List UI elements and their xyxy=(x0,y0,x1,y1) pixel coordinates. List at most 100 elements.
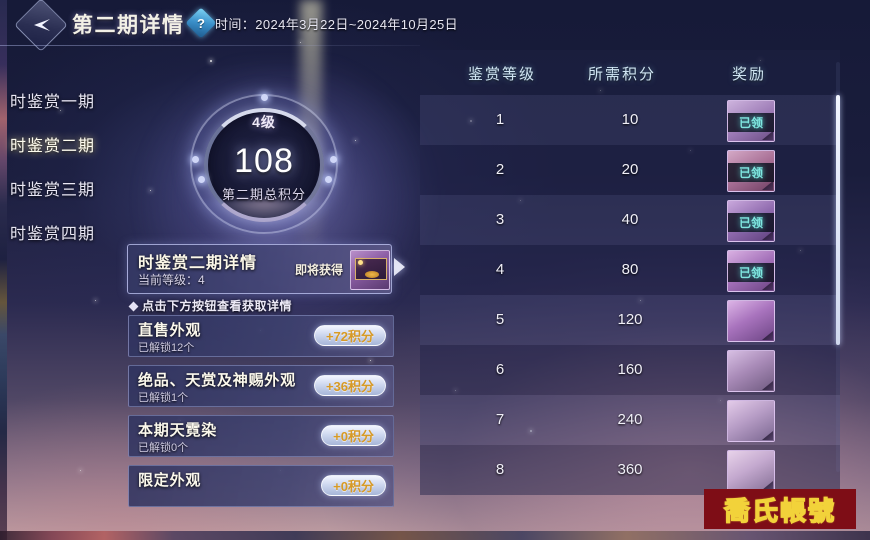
reward-item-icon[interactable]: 已领 xyxy=(727,200,775,242)
reward-item-icon[interactable] xyxy=(727,350,775,392)
table-cell-level: 5 xyxy=(480,311,520,328)
table-header-reward: 奖励 xyxy=(732,63,766,84)
help-label: ? xyxy=(190,12,212,34)
reward-art xyxy=(728,401,774,441)
unlock-row[interactable]: 绝品、天赏及神赐外观 已解锁1个 +36积分 xyxy=(128,365,394,407)
sidebar-item-4[interactable]: 时鉴赏四期 xyxy=(0,210,130,254)
diamond-bullet-icon xyxy=(129,302,139,312)
table-row[interactable]: 7 240 xyxy=(420,395,840,445)
table-cell-level: 1 xyxy=(480,111,520,128)
unlock-row[interactable]: 限定外观 +0积分 xyxy=(128,465,394,507)
reward-art xyxy=(728,451,774,491)
reward-art xyxy=(728,301,774,341)
unlock-row[interactable]: 直售外观 已解锁12个 +72积分 xyxy=(128,315,394,357)
unlock-row-count: 已解锁12个 xyxy=(138,339,194,355)
table-header-level: 鉴赏等级 xyxy=(468,63,536,84)
unlock-row-badge: +0积分 xyxy=(321,475,386,496)
unlock-row-title: 限定外观 xyxy=(138,469,201,490)
sidebar-item-3[interactable]: 时鉴赏三期 xyxy=(0,166,130,210)
reward-item-icon[interactable] xyxy=(727,450,775,492)
table-cell-level: 3 xyxy=(480,211,520,228)
unlock-row-title: 本期天霓染 xyxy=(138,419,217,440)
table-cell-points: 120 xyxy=(600,311,660,328)
table-cell-points: 20 xyxy=(600,161,660,178)
unlock-list: 直售外观 已解锁12个 +72积分绝品、天赏及神赐外观 已解锁1个 +36积分本期天霓染… xyxy=(128,315,394,515)
table-cell-points: 10 xyxy=(600,111,660,128)
star xyxy=(95,300,96,301)
unlock-row-badge: +36积分 xyxy=(314,375,386,396)
reward-table: 鉴赏等级 所需积分 奖励 1 10 已领 2 20 已领 3 40 已领 4 80 已领 5 120 6 16… xyxy=(420,50,840,495)
table-row[interactable]: 2 20 已领 xyxy=(420,145,840,195)
sidebar: 时鉴赏一期 时鉴赏二期 时鉴赏三期 时鉴赏四期 xyxy=(0,78,130,254)
table-cell-level: 6 xyxy=(480,361,520,378)
star xyxy=(355,140,356,141)
table-row[interactable]: 5 120 xyxy=(420,295,840,345)
star xyxy=(210,60,212,62)
watermark: 喬氏帳號 xyxy=(704,489,856,529)
detail-card[interactable]: 时鉴赏二期详情 当前等级：4 即将获得 xyxy=(127,244,392,294)
back-arrow-icon xyxy=(30,18,52,32)
star xyxy=(150,190,151,191)
table-cell-points: 160 xyxy=(600,361,660,378)
detail-card-soon-label: 即将获得 xyxy=(295,261,343,278)
header-divider xyxy=(0,45,420,46)
ring-dot xyxy=(261,94,268,101)
score-ring-widget: 4级 108 第二期总积分 xyxy=(182,88,346,238)
claimed-badge: 已领 xyxy=(728,263,774,282)
sidebar-item-2[interactable]: 时鉴赏二期 xyxy=(0,122,130,166)
reward-item-icon[interactable] xyxy=(727,400,775,442)
star xyxy=(80,470,81,471)
unlock-row-count: 已解锁0个 xyxy=(138,439,188,455)
hint-label: 点击下方按钮查看获取详情 xyxy=(142,299,292,313)
time-range-label: 时间：2024年3月22日~2024年10月25日 xyxy=(215,14,458,33)
table-row[interactable]: 6 160 xyxy=(420,345,840,395)
table-row[interactable]: 3 40 已领 xyxy=(420,195,840,245)
table-row[interactable]: 8 360 xyxy=(420,445,840,495)
unlock-row-badge: +0积分 xyxy=(321,425,386,446)
table-cell-level: 8 xyxy=(480,461,520,478)
claimed-badge: 已领 xyxy=(728,113,774,132)
table-cell-points: 240 xyxy=(600,411,660,428)
reward-thumbnail-spark xyxy=(358,260,363,265)
table-cell-points: 360 xyxy=(600,461,660,478)
table-row[interactable]: 4 80 已领 xyxy=(420,245,840,295)
table-body: 1 10 已领 2 20 已领 3 40 已领 4 80 已领 5 120 6 160 7 240 8 360 xyxy=(420,95,840,495)
hint-text-row: 点击下方按钮查看获取详情 xyxy=(130,297,292,314)
detail-card-title: 时鉴赏二期详情 xyxy=(138,249,257,273)
table-cell-level: 7 xyxy=(480,411,520,428)
reward-item-icon[interactable]: 已领 xyxy=(727,250,775,292)
table-header-row: 鉴赏等级 所需积分 奖励 xyxy=(420,50,840,95)
sidebar-item-1[interactable]: 时鉴赏一期 xyxy=(0,78,130,122)
game-screen: 第二期详情 ? 时间：2024年3月22日~2024年10月25日 时鉴赏一期时… xyxy=(0,0,870,540)
ring-level-label: 4级 xyxy=(182,112,346,132)
reward-item-icon[interactable]: 已领 xyxy=(727,100,775,142)
ring-caption: 第二期总积分 xyxy=(182,184,346,203)
ring-shine xyxy=(198,200,330,232)
ring-score-value: 108 xyxy=(182,142,346,181)
claimed-badge: 已领 xyxy=(728,163,774,182)
table-cell-level: 2 xyxy=(480,161,520,178)
scrollbar-thumb[interactable] xyxy=(836,95,840,345)
table-cell-points: 40 xyxy=(600,211,660,228)
unlock-row-title: 直售外观 xyxy=(138,319,201,340)
help-icon[interactable]: ? xyxy=(190,12,212,34)
bottom-edge-strip xyxy=(0,531,870,540)
back-button[interactable] xyxy=(22,6,60,44)
unlock-row-count: 已解锁1个 xyxy=(138,389,188,405)
reward-thumbnail-icon[interactable] xyxy=(350,250,390,290)
reward-item-icon[interactable] xyxy=(727,300,775,342)
detail-card-current-level: 当前等级：4 xyxy=(138,271,205,288)
chevron-right-icon[interactable] xyxy=(394,258,405,276)
table-cell-points: 80 xyxy=(600,261,660,278)
reward-item-icon[interactable]: 已领 xyxy=(727,150,775,192)
table-row[interactable]: 1 10 已领 xyxy=(420,95,840,145)
table-cell-level: 4 xyxy=(480,261,520,278)
page-title: 第二期详情 xyxy=(72,9,185,39)
reward-art xyxy=(728,351,774,391)
header-bar: 第二期详情 ? 时间：2024年3月22日~2024年10月25日 xyxy=(0,0,870,46)
unlock-row[interactable]: 本期天霓染 已解锁0个 +0积分 xyxy=(128,415,394,457)
table-header-points: 所需积分 xyxy=(588,63,656,84)
unlock-row-title: 绝品、天赏及神赐外观 xyxy=(138,369,296,390)
claimed-badge: 已领 xyxy=(728,213,774,232)
reward-thumbnail-gold xyxy=(365,271,379,278)
